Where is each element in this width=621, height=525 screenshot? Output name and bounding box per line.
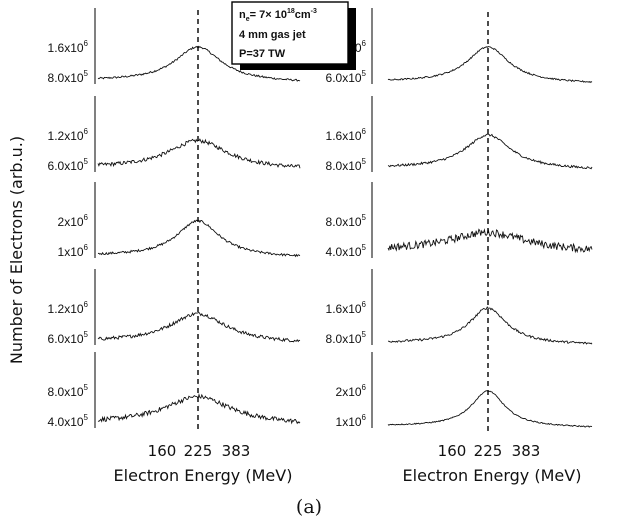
spectrum-panel: 8.0x105 4.0x105 (326, 182, 593, 259)
annotation-density: ne= 7× 1018cm-3 (239, 8, 317, 23)
panels-layer: 1.6x1068.0x1051.2x1066.0x1052x1061x1061.… (48, 8, 593, 429)
x-axis-title-right: Electron Energy (MeV) (403, 466, 582, 485)
y-tick-label: 1.6x106 (326, 300, 367, 316)
x-tick-label: 160 (148, 442, 177, 460)
y-tick-label: 2x106 (58, 213, 89, 229)
y-tick-label: 1.6x106 (326, 127, 367, 143)
y-tick-label: 6.0x105 (48, 330, 89, 346)
spectrum-line (387, 45, 593, 84)
annotation-frame (231, 1, 349, 65)
x-tick-labels-right: 160 225 383 (438, 442, 541, 460)
y-tick-label: 4.0x105 (326, 243, 367, 259)
y-tick-label: 8.0x105 (48, 383, 89, 399)
y-tick-label: 4.0x105 (48, 413, 89, 429)
y-tick-label: 8.0x105 (326, 330, 367, 346)
y-tick-label: 1.6x106 (48, 39, 89, 55)
spectrum-panel: 1.2x106 6.0x105 (48, 269, 301, 346)
spectrum-panel: 2x106 1x106 (336, 352, 593, 429)
spectrum-line (387, 133, 593, 170)
spectrum-panel: 1.6x106 8.0x105 (48, 8, 301, 85)
annotation-gas-jet: 4 mm gas jet (239, 29, 306, 41)
x-axis-title-left: Electron Energy (MeV) (114, 466, 293, 485)
y-tick-label: 6.0x105 (326, 69, 367, 85)
y-tick-label: 8.0x105 (48, 69, 89, 85)
y-tick-label: 6.0x105 (48, 157, 89, 173)
y-tick-label: 1x106 (336, 413, 367, 429)
spectrum-panel: 1.6x106 8.0x105 (326, 96, 593, 173)
spectrum-panel: 8.0x105 4.0x105 (48, 352, 301, 429)
spectrum-panel: 1.6x106 8.0x105 (326, 269, 593, 346)
x-tick-labels-left: 160 225 383 (148, 442, 251, 460)
spectrum-line (97, 393, 301, 425)
spectrum-line (97, 311, 301, 343)
spectrum-panel: 2x106 1x106 (58, 182, 301, 259)
spectrum-panel: 1.2x106 6.0x105 (48, 96, 301, 173)
spectrum-line (97, 219, 301, 258)
y-axis-title: Number of Electrons (arb.u.) (7, 136, 26, 364)
x-tick-label: 160 (438, 442, 467, 460)
annotation-power: P=37 TW (239, 48, 286, 60)
annotation-box: ne= 7× 1018cm-3 4 mm gas jet P=37 TW (231, 1, 356, 70)
spectrum-line (97, 45, 301, 82)
x-tick-label: 225 (184, 442, 213, 460)
y-tick-label: 8.0x105 (326, 213, 367, 229)
y-tick-label: 2x106 (336, 383, 367, 399)
figure-caption: (a) (296, 496, 322, 518)
x-tick-label: 383 (222, 442, 251, 460)
y-tick-label: 1.2x106 (48, 127, 89, 143)
spectrum-line (387, 390, 593, 428)
spectrum-line (97, 138, 301, 169)
x-tick-label: 383 (512, 442, 541, 460)
spectrum-line (387, 228, 593, 254)
spectrum-line (388, 306, 593, 345)
x-tick-label: 225 (474, 442, 503, 460)
y-tick-label: 1x106 (58, 243, 89, 259)
y-tick-label: 1.2x106 (48, 300, 89, 316)
y-tick-label: 8.0x105 (326, 157, 367, 173)
